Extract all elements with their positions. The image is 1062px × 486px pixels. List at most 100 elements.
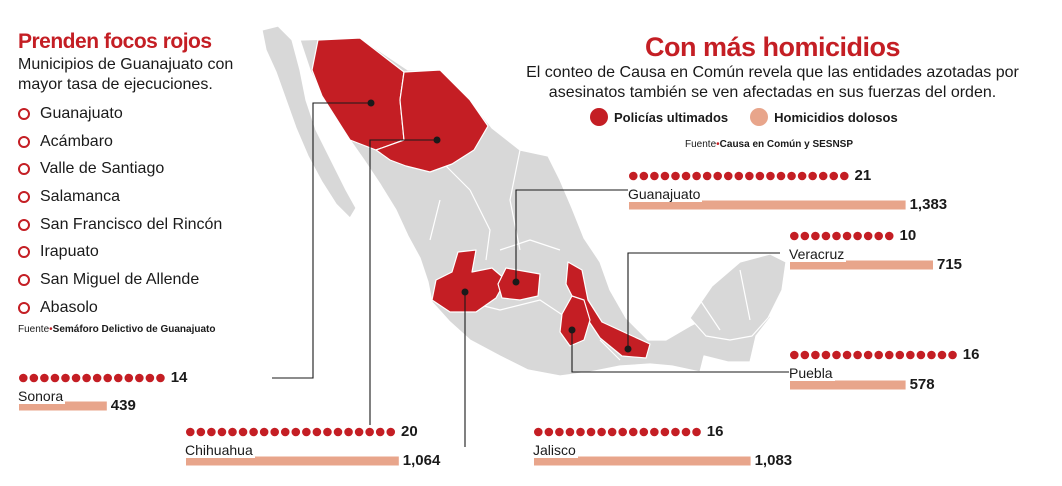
right-subtitle-line2: asesinatos también se ven afectadas en s… xyxy=(548,84,997,101)
police-dot xyxy=(71,373,81,383)
source-text: Semáforo Delictivo de Guanajuato xyxy=(52,323,216,335)
source-label: Fuente xyxy=(18,323,50,335)
homicide-count-label: 1,383 xyxy=(909,196,948,213)
police-count-label: 16 xyxy=(706,423,724,440)
police-dot xyxy=(842,350,852,360)
police-count-label: 14 xyxy=(170,369,188,386)
police-dot xyxy=(207,427,216,437)
list-item: San Miguel de Allende xyxy=(18,266,278,294)
police-dot xyxy=(344,427,353,437)
police-dot xyxy=(113,373,123,383)
jalisco-shape xyxy=(431,249,507,313)
source-text: Causa en Común y SESNSP xyxy=(719,139,854,150)
police-dot xyxy=(103,373,112,383)
police-dot xyxy=(723,171,733,181)
chart-legend: Policías ultimados Homicidios dolosos xyxy=(590,108,920,126)
police-dot xyxy=(797,171,807,181)
list-item: San Francisco del Rincón xyxy=(18,211,278,239)
police-dot xyxy=(386,427,396,437)
police-dot xyxy=(650,427,659,437)
ring-icon xyxy=(18,135,30,148)
police-dot xyxy=(800,231,810,241)
veracruz-leader xyxy=(627,252,780,349)
guanajuato-shape xyxy=(497,267,541,301)
police-dot xyxy=(238,427,248,437)
police-dot xyxy=(629,171,638,181)
police-dot xyxy=(29,373,39,383)
homicide-count-label: 578 xyxy=(909,376,935,393)
right-subtitle-line1: El conteo de Causa en Común revela que l… xyxy=(526,64,1019,81)
police-dot xyxy=(818,171,828,181)
homicide-count-label: 715 xyxy=(937,256,963,273)
police-dot xyxy=(790,231,799,241)
police-dot xyxy=(534,427,543,437)
police-dot xyxy=(82,373,91,383)
police-dot xyxy=(312,427,322,437)
ring-icon xyxy=(18,301,30,314)
legend-item: Policías ultimados xyxy=(590,108,728,126)
police-dot xyxy=(618,427,627,437)
police-dot xyxy=(671,427,680,437)
police-count-label: 10 xyxy=(899,227,917,244)
right-header: Con más homicidios El conteo de Causa en… xyxy=(500,32,1045,102)
list-item: Acámbaro xyxy=(18,128,278,156)
legend-swatch-police xyxy=(590,108,608,126)
municipio-label: Salamanca xyxy=(40,187,121,205)
police-dot xyxy=(874,350,883,360)
state-label: Veracruz xyxy=(789,246,847,262)
police-dot xyxy=(217,427,227,437)
right-title: Con más homicidios xyxy=(644,32,901,62)
police-dot xyxy=(821,231,831,241)
police-dot xyxy=(811,350,820,360)
homicide-bar xyxy=(534,456,751,466)
police-dot xyxy=(916,350,926,360)
police-dot xyxy=(186,427,195,437)
police-dot xyxy=(681,427,691,437)
homicide-bar xyxy=(790,380,906,390)
police-dot xyxy=(145,373,155,383)
police-dot xyxy=(745,171,754,181)
municipio-label: Irapuato xyxy=(40,243,99,261)
baja-california-shape xyxy=(261,25,357,219)
ring-icon xyxy=(18,246,30,259)
right-source: Fuente•Causa en Común y SESNSP xyxy=(685,139,853,150)
bullet-icon: • xyxy=(716,139,720,150)
municipio-label: Valle de Santiago xyxy=(40,160,165,178)
police-dot xyxy=(927,350,936,360)
police-dot xyxy=(576,427,585,437)
police-count-label: 20 xyxy=(401,423,418,440)
municipio-label: Acámbaro xyxy=(40,132,113,150)
municipios-list: Guanajuato Acámbaro Valle de Santiago Sa… xyxy=(18,100,278,322)
puebla-leader xyxy=(571,330,792,373)
police-dot xyxy=(842,231,852,241)
municipio-label: San Francisco del Rincón xyxy=(40,215,223,233)
police-dot xyxy=(92,373,102,383)
police-dot xyxy=(702,171,712,181)
police-dot xyxy=(713,171,722,181)
police-dot xyxy=(270,427,280,437)
police-dot xyxy=(863,350,873,360)
left-title: Prenden focos rojos xyxy=(18,30,212,53)
police-dot xyxy=(259,427,269,437)
police-dot xyxy=(948,350,957,360)
list-item: Guanajuato xyxy=(18,100,278,128)
legend-label: Homicidios dolosos xyxy=(774,109,898,125)
police-dot xyxy=(375,427,385,437)
police-dot xyxy=(365,427,374,437)
police-dot xyxy=(853,350,862,360)
police-dot xyxy=(808,171,817,181)
bullet-icon: • xyxy=(49,323,53,335)
left-subtitle-line1: Municipios de Guanajuato con xyxy=(18,56,234,73)
police-dot xyxy=(228,427,237,437)
homicide-count-label: 1,064 xyxy=(402,452,441,469)
police-dot xyxy=(874,231,883,241)
police-dot xyxy=(333,427,343,437)
police-dot xyxy=(832,231,841,241)
police-dot xyxy=(135,373,144,383)
police-dot xyxy=(800,350,810,360)
municipio-label: Guanajuato xyxy=(40,104,123,122)
police-dot xyxy=(790,350,799,360)
police-dot xyxy=(280,427,290,437)
police-dot xyxy=(354,427,364,437)
